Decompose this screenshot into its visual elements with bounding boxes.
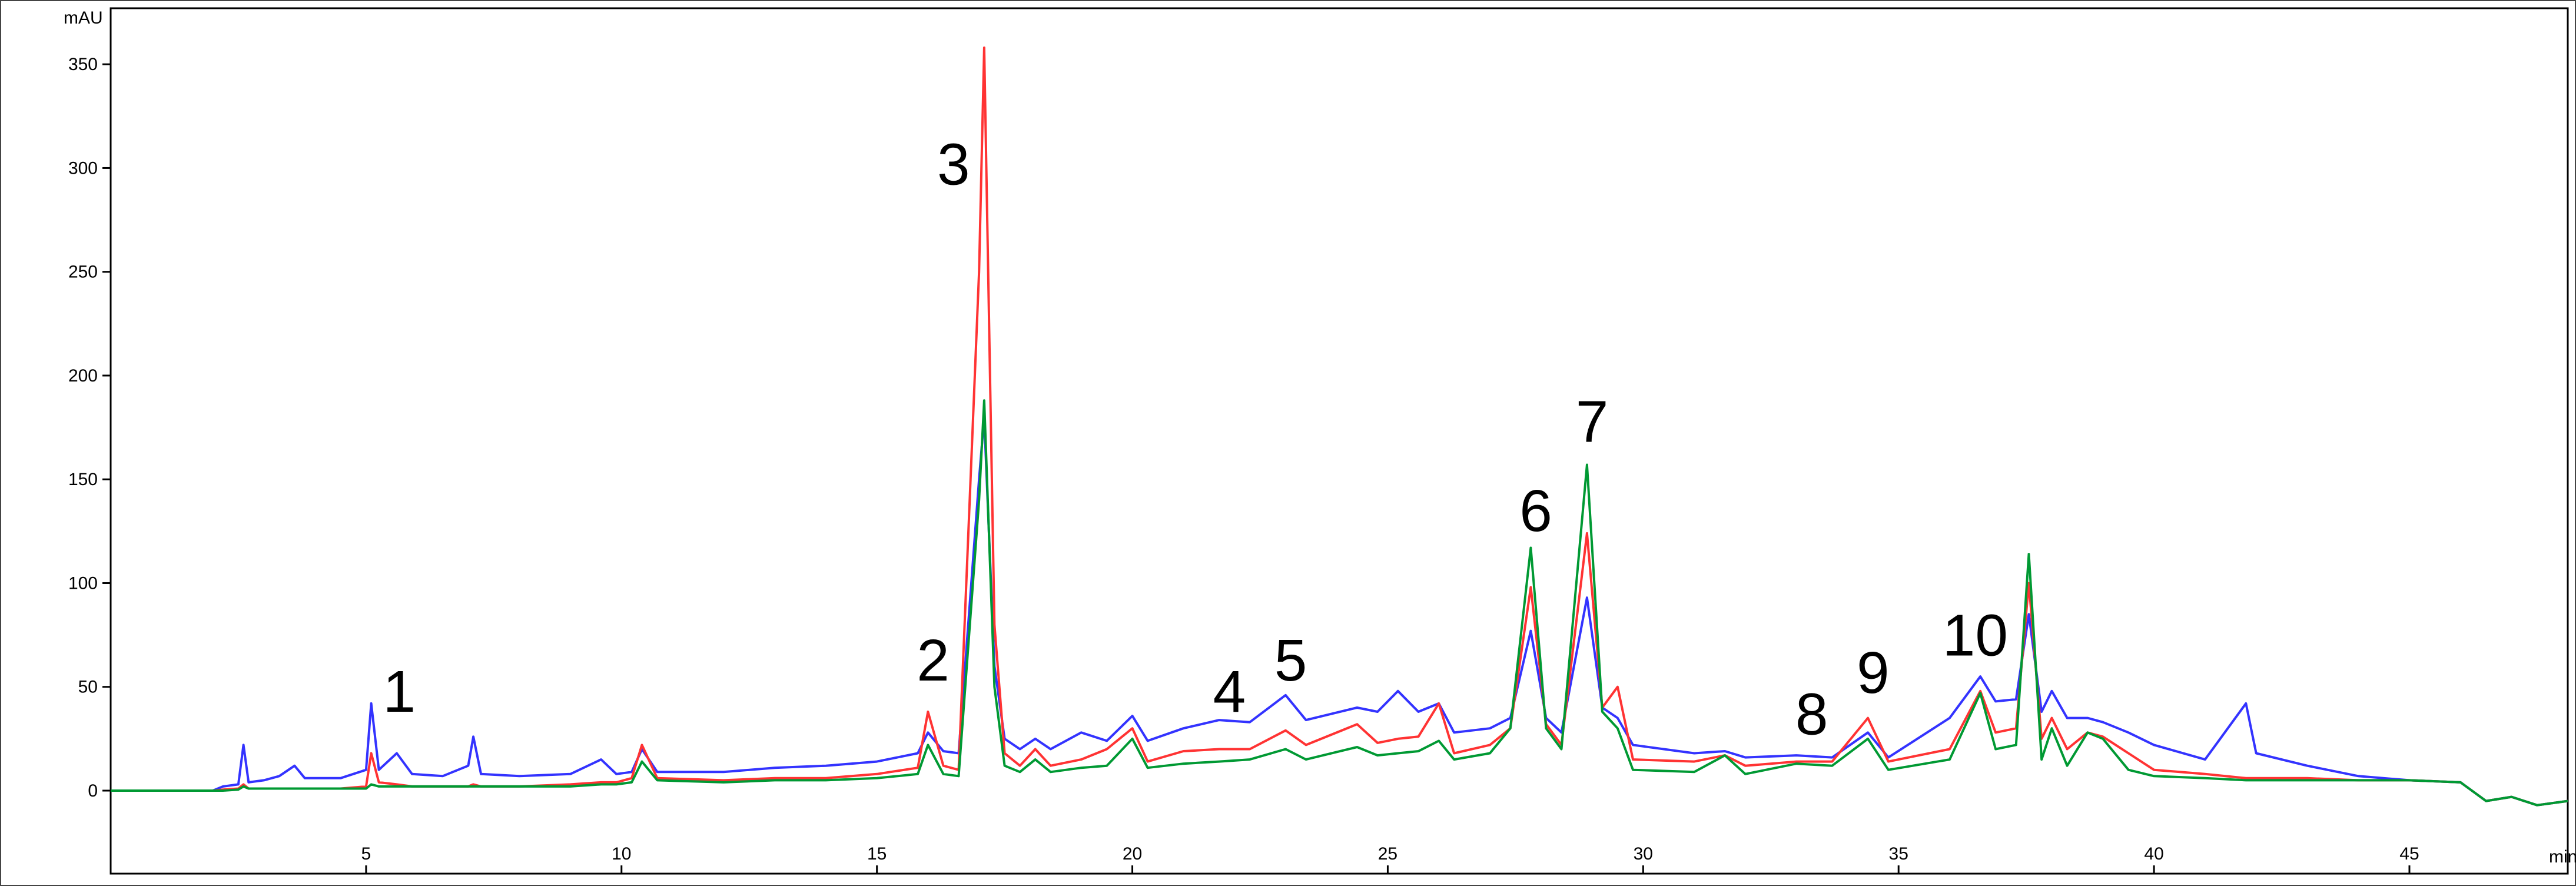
x-tick-label: 35 <box>1889 844 1908 864</box>
x-tick-label: 40 <box>2144 844 2163 864</box>
peak-label: 5 <box>1274 628 1307 693</box>
y-tick-label: 200 <box>68 366 98 386</box>
x-tick-label: 5 <box>361 844 371 864</box>
series-line <box>111 399 2568 807</box>
y-tick-label: 100 <box>68 573 98 593</box>
peak-label: 2 <box>917 628 950 693</box>
plot-frame <box>109 7 2569 875</box>
peak-label: 4 <box>1213 659 1246 725</box>
x-tick-label: 25 <box>1378 844 1397 864</box>
y-tick-label: 250 <box>68 263 98 282</box>
x-axis-label: min <box>2549 847 2576 867</box>
y-tick-label: 0 <box>88 781 98 801</box>
peak-label: 3 <box>937 131 970 197</box>
peak-label: 8 <box>1795 682 1828 748</box>
peak-label: 9 <box>1857 640 1890 706</box>
y-tick-label: 50 <box>78 678 98 697</box>
x-tick-label: 45 <box>2399 844 2419 864</box>
peak-label: 1 <box>383 659 416 725</box>
y-tick-label: 150 <box>68 470 98 489</box>
x-tick-label: 15 <box>867 844 887 864</box>
peak-label: 6 <box>1519 478 1552 544</box>
y-tick-label: 300 <box>68 158 98 178</box>
y-axis-label: mAU <box>64 8 103 28</box>
x-tick-label: 10 <box>612 844 631 864</box>
x-tick-label: 30 <box>1634 844 1653 864</box>
peak-label: 10 <box>1943 603 2008 669</box>
x-tick-label: 20 <box>1123 844 1142 864</box>
y-tick-label: 350 <box>68 55 98 74</box>
series-line <box>111 47 2568 807</box>
series-line <box>111 416 2568 807</box>
peak-label: 7 <box>1576 389 1609 455</box>
